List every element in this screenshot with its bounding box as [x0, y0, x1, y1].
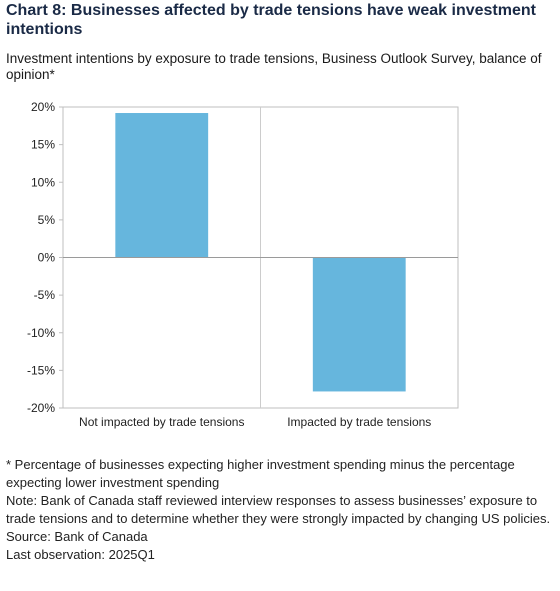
source-line: Source: Bank of Canada — [6, 529, 148, 544]
last-observation: Last observation: 2025Q1 — [6, 547, 155, 562]
y-tick-label: -10% — [27, 326, 55, 340]
bar — [312, 257, 406, 392]
y-tick-label: -5% — [34, 288, 56, 302]
chart-title: Chart 8: Businesses affected by trade te… — [6, 2, 536, 38]
x-category-label: Impacted by trade tensions — [287, 415, 431, 429]
footnote: * Percentage of businesses expecting hig… — [6, 457, 515, 490]
y-tick-label: 20% — [31, 100, 55, 114]
chart-subtitle: Investment intentions by exposure to tra… — [6, 51, 542, 82]
y-tick-label: 10% — [31, 175, 55, 189]
y-tick-label: -15% — [27, 363, 55, 377]
y-tick-label: 15% — [31, 138, 55, 152]
methodology-note: Note: Bank of Canada staff reviewed inte… — [6, 493, 551, 526]
bar-chart: 20% 15% 10% 5% 0% -5% -10% -15% -20% Not impacted… — [27, 100, 459, 429]
y-tick-label: -20% — [27, 401, 55, 415]
y-tick-label: 0% — [38, 251, 56, 265]
chart-notes: * Percentage of businesses expecting hig… — [6, 456, 551, 564]
y-tick-label: 5% — [38, 213, 56, 227]
bar — [115, 113, 209, 258]
x-category-label: Not impacted by trade tensions — [79, 415, 244, 429]
